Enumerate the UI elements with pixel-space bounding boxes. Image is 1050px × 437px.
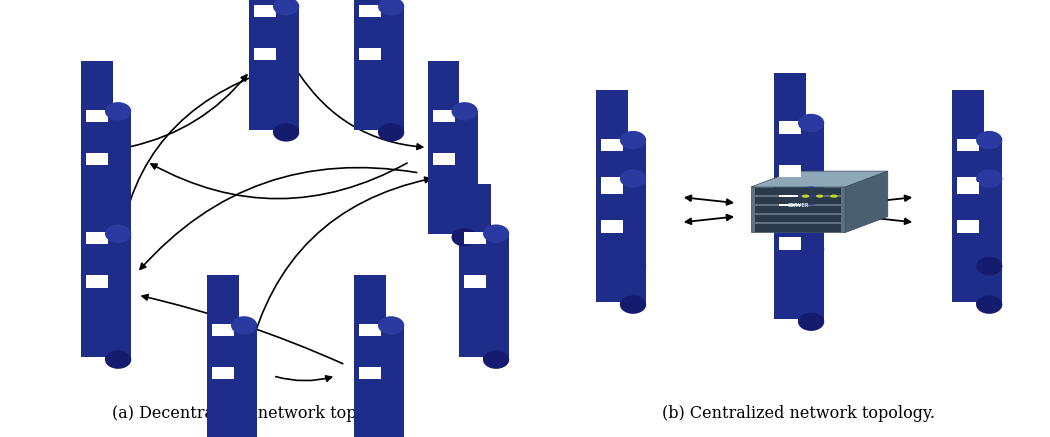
Bar	[82, 184, 113, 357]
Bar	[460, 184, 491, 357]
Bar	[464, 232, 486, 244]
Bar	[601, 139, 623, 151]
Bar	[86, 275, 108, 288]
Bar	[958, 220, 980, 232]
Ellipse shape	[620, 170, 646, 188]
Text: (a) Decentralized network topology.: (a) Decentralized network topology.	[111, 405, 403, 422]
Ellipse shape	[378, 0, 404, 16]
Bar	[620, 140, 646, 266]
Ellipse shape	[452, 228, 478, 246]
Bar	[231, 326, 257, 437]
Polygon shape	[755, 206, 841, 213]
Bar	[86, 232, 108, 244]
Bar	[359, 5, 381, 17]
Bar	[779, 165, 801, 177]
Ellipse shape	[452, 102, 478, 121]
Bar	[250, 0, 280, 130]
Bar	[86, 153, 108, 165]
Bar	[596, 128, 628, 302]
Ellipse shape	[620, 295, 646, 314]
Bar	[779, 121, 801, 134]
Ellipse shape	[273, 123, 299, 142]
Ellipse shape	[378, 316, 404, 335]
Bar	[952, 90, 984, 263]
Bar	[958, 182, 980, 194]
Text: (b) Centralized network topology.: (b) Centralized network topology.	[662, 405, 934, 422]
Ellipse shape	[620, 131, 646, 149]
Ellipse shape	[976, 295, 1003, 314]
Bar	[359, 367, 381, 379]
Ellipse shape	[620, 257, 646, 275]
Circle shape	[816, 194, 823, 198]
Ellipse shape	[273, 0, 299, 16]
Bar	[452, 111, 478, 237]
Polygon shape	[755, 215, 841, 222]
Bar	[952, 128, 984, 302]
Bar	[212, 324, 234, 336]
Bar	[428, 61, 460, 235]
Bar	[82, 61, 113, 235]
Ellipse shape	[483, 350, 509, 369]
Bar	[433, 110, 455, 122]
Bar	[433, 153, 455, 165]
Bar	[464, 275, 486, 288]
Ellipse shape	[976, 131, 1003, 149]
Bar	[798, 123, 824, 249]
Ellipse shape	[105, 350, 131, 369]
Bar	[958, 177, 980, 189]
Bar	[105, 111, 131, 237]
Ellipse shape	[976, 170, 1003, 188]
Bar	[254, 5, 276, 17]
Bar	[596, 90, 628, 263]
Ellipse shape	[105, 225, 131, 243]
Circle shape	[831, 194, 838, 198]
Bar	[775, 73, 806, 246]
Bar	[620, 179, 646, 305]
Bar	[378, 7, 404, 132]
Bar	[212, 367, 234, 379]
Bar	[976, 179, 1003, 305]
Bar	[359, 324, 381, 336]
Ellipse shape	[105, 228, 131, 246]
Bar	[601, 182, 623, 194]
Text: SERVER: SERVER	[788, 203, 808, 208]
Bar	[273, 7, 299, 132]
Bar	[378, 326, 404, 437]
Ellipse shape	[378, 123, 404, 142]
Bar	[775, 146, 806, 319]
Bar	[958, 139, 980, 151]
Bar	[105, 234, 131, 360]
Bar	[601, 220, 623, 232]
Bar	[779, 194, 801, 206]
Ellipse shape	[231, 316, 257, 335]
Bar	[254, 48, 276, 60]
Bar	[798, 196, 824, 322]
Bar	[208, 275, 239, 437]
Bar	[354, 275, 385, 437]
Ellipse shape	[798, 240, 824, 258]
Polygon shape	[755, 224, 841, 232]
Bar	[86, 110, 108, 122]
Bar	[976, 140, 1003, 266]
Ellipse shape	[798, 114, 824, 132]
Ellipse shape	[483, 225, 509, 243]
Circle shape	[802, 194, 810, 198]
Ellipse shape	[798, 312, 824, 331]
Bar	[601, 177, 623, 189]
Polygon shape	[751, 187, 845, 232]
Bar	[359, 48, 381, 60]
Polygon shape	[751, 171, 888, 187]
Polygon shape	[755, 197, 841, 205]
Polygon shape	[845, 171, 888, 232]
Ellipse shape	[976, 257, 1003, 275]
Bar	[354, 0, 385, 130]
Polygon shape	[755, 188, 841, 195]
Ellipse shape	[798, 187, 824, 205]
Ellipse shape	[105, 102, 131, 121]
Bar	[483, 234, 509, 360]
Bar	[779, 237, 801, 250]
